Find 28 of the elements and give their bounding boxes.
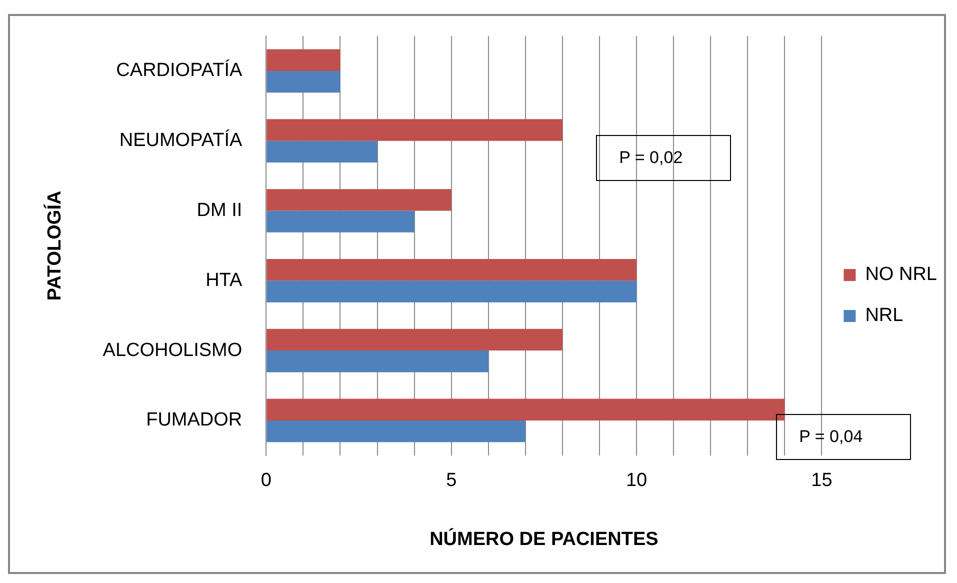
bar (266, 420, 526, 442)
text-box: P = 0,02 (596, 134, 732, 181)
bar (266, 210, 414, 232)
bar (266, 328, 562, 351)
x-tick-label: 10 (626, 470, 648, 492)
bar (266, 189, 452, 211)
y-tick-label: ALCOHOLISMO (102, 340, 242, 361)
x-tick-label: 5 (446, 470, 457, 492)
text-box: P = 0,04 (776, 414, 912, 460)
bar (266, 398, 785, 420)
y-tick-label: FUMADOR (146, 410, 242, 431)
bar (266, 258, 637, 281)
y-axis-title: PATOLOGÍA (44, 190, 66, 301)
legend-label: NRL (865, 305, 904, 326)
x-tick-label: 15 (811, 470, 832, 492)
bar (266, 70, 340, 93)
y-tick-label: CARDIOPATÍA (116, 59, 242, 82)
bar (266, 350, 488, 372)
bar (266, 140, 378, 163)
bar (266, 119, 562, 141)
y-tick-label: HTA (206, 270, 242, 291)
bar (266, 49, 340, 71)
bar (266, 280, 637, 302)
y-tick-label: DM II (196, 200, 242, 221)
x-tick-label: 0 (260, 470, 272, 492)
x-axis-title: NÚMERO DE PACIENTES (430, 528, 658, 550)
y-tick-label: NEUMOPATÍA (119, 129, 242, 152)
legend-label: NO NRL (865, 264, 938, 286)
